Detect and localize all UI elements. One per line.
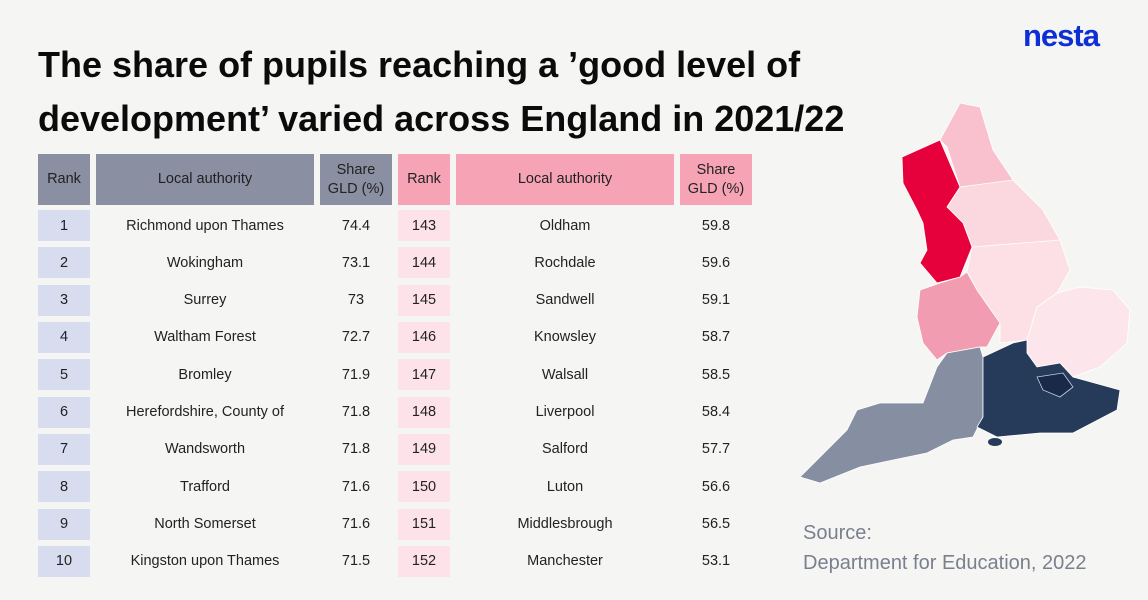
cell-rank: 6 — [38, 396, 90, 428]
cell-rank: 143 — [398, 210, 450, 241]
map-isle-of-wight — [988, 438, 1002, 446]
cell-share-gld: 59.1 — [701, 292, 731, 309]
cell-rank: 148 — [398, 396, 450, 428]
cell-rank: 146 — [398, 321, 450, 353]
cell-local-authority: Kingston upon Thames — [130, 553, 280, 570]
cell-share-gld: 71.6 — [341, 478, 371, 495]
header-local-authority: Local authority — [456, 154, 674, 205]
cell-rank: 149 — [398, 433, 450, 465]
cell-share-gld: 74.4 — [341, 217, 371, 234]
cell-rank: 151 — [398, 508, 450, 540]
cell-rank: 152 — [398, 545, 450, 577]
cell-local-authority: Trafford — [180, 478, 230, 495]
map-region-west-midlands — [916, 271, 1001, 361]
header-local-authority: Local authority — [96, 154, 314, 205]
source-note: Source: Department for Education, 2022 — [803, 518, 1143, 578]
cell-local-authority: North Somerset — [154, 516, 256, 533]
cell-share-gld: 56.5 — [701, 516, 731, 533]
cell-rank: 147 — [398, 359, 450, 391]
cell-local-authority: Walsall — [541, 366, 589, 383]
cell-share-gld: 58.4 — [701, 404, 731, 421]
cell-share-gld: 58.5 — [701, 366, 731, 383]
cell-rank: 8 — [38, 471, 90, 503]
cell-local-authority: Manchester — [527, 553, 603, 570]
cell-rank: 4 — [38, 321, 90, 353]
cell-rank: 1 — [38, 210, 90, 241]
cell-local-authority: Wandsworth — [164, 441, 246, 458]
cell-share-gld: 71.6 — [341, 516, 371, 533]
source-text: Department for Education, 2022 — [803, 552, 1087, 574]
cell-share-gld: 59.6 — [701, 254, 731, 271]
map-region-london — [1036, 372, 1074, 398]
cell-rank: 9 — [38, 508, 90, 540]
cell-rank: 3 — [38, 284, 90, 316]
cell-local-authority: Wokingham — [166, 254, 244, 271]
cell-share-gld: 71.8 — [341, 404, 371, 421]
cell-rank: 144 — [398, 247, 450, 279]
cell-local-authority: Luton — [546, 478, 584, 495]
cell-local-authority: Rochdale — [534, 254, 596, 271]
header-rank: Rank — [38, 154, 90, 205]
cell-share-gld: 53.1 — [701, 553, 731, 570]
cell-rank: 7 — [38, 433, 90, 465]
cell-rank: 5 — [38, 359, 90, 391]
header-share-gld: Share GLD (%) — [320, 154, 392, 205]
cell-rank: 145 — [398, 284, 450, 316]
cell-local-authority: Liverpool — [535, 404, 595, 421]
cell-share-gld: 71.5 — [341, 553, 371, 570]
page-title: The share of pupils reaching a ’good lev… — [38, 44, 845, 139]
cell-local-authority: Middlesbrough — [517, 516, 613, 533]
nesta-logo: nesta — [1023, 18, 1100, 53]
cell-share-gld: 71.9 — [341, 366, 371, 383]
cell-share-gld: 73 — [347, 292, 365, 309]
cell-local-authority: Knowsley — [533, 329, 597, 346]
cell-local-authority: Surrey — [183, 292, 227, 309]
cell-local-authority: Bromley — [178, 366, 232, 383]
map-region-north-west — [901, 139, 973, 284]
cell-share-gld: 72.7 — [341, 329, 371, 346]
cell-share-gld: 59.8 — [701, 217, 731, 234]
cell-local-authority: Richmond upon Thames — [126, 217, 284, 234]
cell-local-authority: Oldham — [539, 217, 591, 234]
cell-rank: 150 — [398, 471, 450, 503]
cell-share-gld: 57.7 — [701, 441, 731, 458]
cell-local-authority: Waltham Forest — [154, 329, 256, 346]
cell-share-gld: 58.7 — [701, 329, 731, 346]
cell-share-gld: 73.1 — [341, 254, 371, 271]
source-label: Source: — [803, 522, 872, 544]
map-region-south-west — [799, 346, 984, 484]
cell-share-gld: 56.6 — [701, 478, 731, 495]
cell-share-gld: 71.8 — [341, 441, 371, 458]
header-share-gld: Share GLD (%) — [680, 154, 752, 205]
cell-local-authority: Salford — [542, 441, 588, 458]
cell-rank: 10 — [38, 545, 90, 577]
header-rank: Rank — [398, 154, 450, 205]
cell-rank: 2 — [38, 247, 90, 279]
cell-local-authority: Sandwell — [535, 292, 595, 309]
cell-local-authority: Herefordshire, County of — [126, 404, 284, 421]
